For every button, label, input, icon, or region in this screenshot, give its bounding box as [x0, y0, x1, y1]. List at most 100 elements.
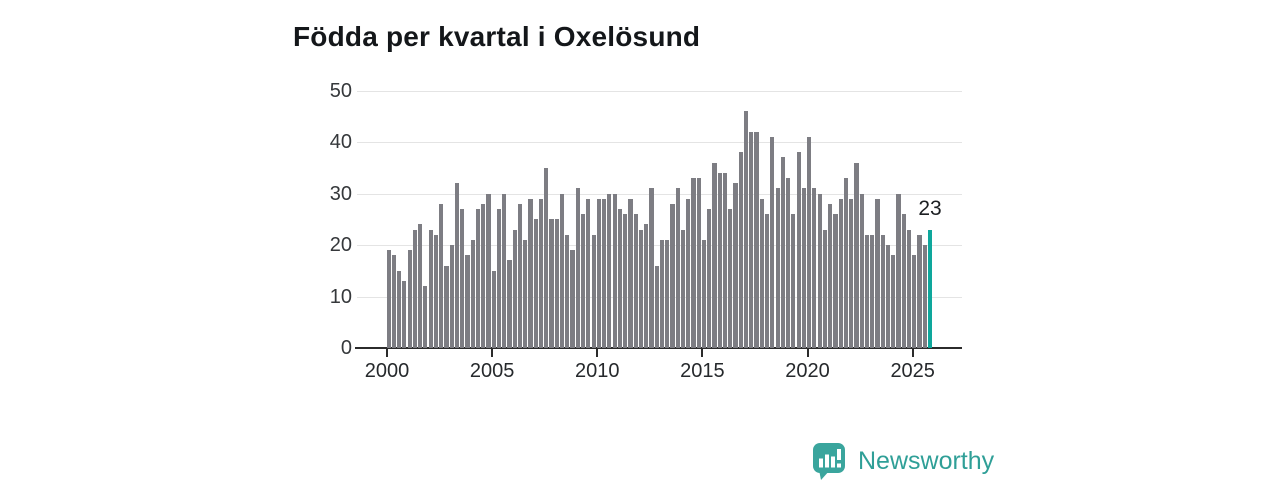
bar [833, 214, 838, 348]
bar [439, 203, 444, 348]
bar [880, 234, 885, 348]
bar [528, 198, 533, 348]
newsworthy-speech-bubble-chart-icon [813, 443, 845, 480]
bar [796, 152, 801, 348]
bar [807, 136, 812, 348]
bar [628, 198, 633, 348]
bar [780, 157, 785, 348]
bar [602, 198, 607, 348]
x-axis-tick-label: 2005 [469, 360, 515, 382]
x-axis-tick-label: 2020 [785, 360, 830, 382]
bar [475, 208, 481, 348]
bar [901, 214, 906, 348]
bar [843, 178, 849, 348]
bar [575, 188, 580, 348]
bar [423, 286, 428, 348]
x-axis-tick-label: 2015 [680, 360, 725, 382]
newsworthy-logo: Newsworthy [812, 442, 994, 480]
bar [680, 229, 686, 348]
bar [712, 162, 717, 348]
bar [617, 208, 622, 348]
bar [764, 214, 770, 348]
bar [906, 229, 912, 348]
bar [817, 193, 822, 348]
gridline-y-10 [357, 296, 962, 298]
bar [402, 281, 407, 348]
bar [412, 229, 417, 348]
bar [801, 188, 806, 348]
bar [465, 255, 470, 348]
bar [517, 203, 523, 348]
bar [533, 219, 538, 348]
highlighted-bar-latest-quarter [927, 229, 933, 348]
bar [449, 245, 454, 348]
bar [486, 193, 491, 348]
gridline-y-30 [357, 193, 962, 195]
y-axis-tick-label: 50 [329, 79, 352, 102]
bar [433, 234, 438, 348]
bar [454, 183, 460, 348]
bar [717, 172, 722, 348]
bar [912, 255, 917, 348]
bar [675, 188, 680, 348]
bar [570, 250, 575, 348]
x-axis-tick-label: 2000 [364, 360, 410, 382]
bar [786, 178, 791, 348]
bar [596, 198, 601, 348]
bar [870, 234, 875, 348]
bar [691, 178, 696, 348]
bar [565, 234, 570, 348]
x-axis-line [355, 347, 962, 349]
newsworthy-brand-name: Newsworthy [858, 447, 995, 475]
bar [386, 250, 391, 348]
y-axis-tick-label: 10 [329, 285, 352, 308]
bar [738, 152, 743, 348]
bar [828, 203, 833, 348]
bar [559, 193, 565, 348]
x-axis-tick-mark [386, 349, 388, 357]
bar [391, 255, 396, 348]
bar [838, 198, 843, 348]
bar [659, 239, 665, 348]
bar [523, 239, 528, 348]
bar [859, 193, 864, 348]
bar [460, 208, 465, 348]
bar [633, 214, 638, 348]
gridline-y-50 [357, 90, 962, 92]
gridline-y-20 [357, 245, 962, 246]
bar [775, 188, 780, 348]
y-axis-tick-label: 0 [340, 337, 352, 359]
x-axis-tick-mark [911, 349, 914, 357]
x-axis-tick-label: 2025 [890, 360, 935, 382]
bar [607, 193, 612, 348]
bar [891, 255, 896, 348]
x-axis-tick-mark [596, 349, 599, 357]
bar [491, 270, 496, 348]
bar [397, 270, 402, 348]
bar [554, 219, 559, 348]
bar [581, 214, 586, 348]
bar [665, 239, 670, 348]
bar [686, 198, 691, 348]
bar [770, 136, 775, 348]
bar [849, 198, 854, 348]
bar [885, 245, 891, 348]
bar [854, 162, 859, 348]
bar [644, 224, 649, 348]
bar [864, 234, 870, 348]
bar [428, 229, 433, 348]
x-axis-tick-mark [701, 349, 704, 357]
bar [759, 198, 764, 348]
bar [822, 229, 827, 348]
bar [481, 203, 486, 348]
bar [696, 178, 701, 348]
y-axis-tick-label: 20 [329, 234, 352, 256]
bar [444, 265, 449, 348]
last-bar-value-label: 23 [918, 197, 942, 220]
bar [743, 111, 749, 348]
bar [754, 131, 759, 348]
bar [728, 208, 733, 348]
bar [496, 208, 502, 348]
